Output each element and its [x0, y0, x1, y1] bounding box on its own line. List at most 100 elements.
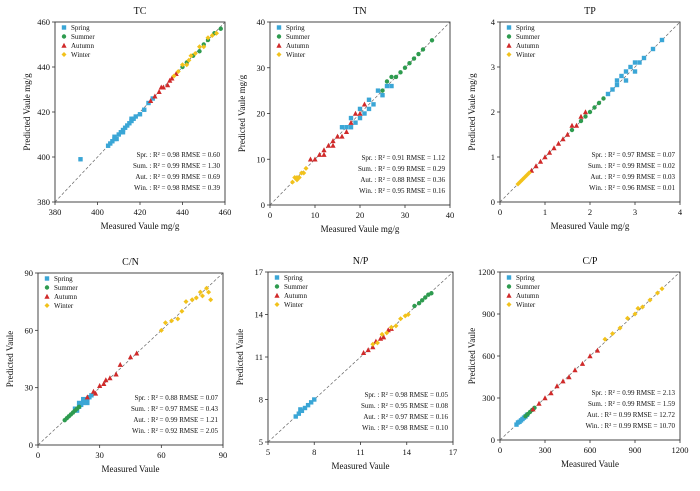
- data-point-spring: [339, 125, 345, 130]
- y-tick-label: 460: [37, 17, 50, 27]
- x-axis-label: Measured Vaule mg/g: [101, 221, 180, 231]
- data-point-winter: [199, 293, 205, 299]
- x-axis-label: Measured Vaule: [101, 464, 159, 474]
- data-point-summer: [429, 291, 434, 296]
- stats-block: Spr. : R² = 0.97 RMSE = 0.07 Sum. : R² = …: [588, 151, 676, 192]
- x-tick-label: 1200: [672, 445, 689, 455]
- series-winter: [290, 165, 309, 185]
- x-tick-label: 300: [539, 445, 552, 455]
- data-point-autumn: [569, 122, 575, 128]
- data-point-winter: [184, 62, 190, 68]
- data-point-winter: [374, 340, 380, 346]
- data-point-autumn: [542, 395, 548, 401]
- x-tick-label: 90: [219, 450, 228, 460]
- data-point-winter: [602, 336, 608, 342]
- data-point-winter: [632, 311, 638, 317]
- data-point-spring: [353, 120, 358, 125]
- data-point-spring: [637, 60, 642, 65]
- legend-marker-winter: [61, 52, 67, 57]
- data-point-autumn: [165, 82, 171, 88]
- data-point-spring: [293, 414, 298, 419]
- data-point-autumn: [158, 84, 164, 90]
- stats-line: Spr. : R² = 0.97 RMSE = 0.07: [591, 151, 675, 159]
- data-point-autumn: [537, 158, 544, 164]
- data-point-spring: [650, 46, 656, 52]
- series-spring: [78, 96, 155, 162]
- data-point-spring: [125, 123, 130, 128]
- data-point-spring: [150, 96, 155, 101]
- data-point-spring: [305, 402, 311, 408]
- y-tick-label: 30: [25, 383, 34, 393]
- data-point-winter: [204, 285, 210, 291]
- y-tick-label: 8: [259, 395, 263, 405]
- data-point-winter: [647, 297, 653, 303]
- data-point-spring: [122, 125, 128, 130]
- stats-line: Win. : R² = 0.96 RMSE = 0.01: [589, 184, 675, 192]
- stats-line: Sum. : R² = 0.99 RMSE = 0.29: [358, 165, 446, 173]
- series-summer: [523, 405, 537, 419]
- legend-label-autumn: Autumn: [286, 42, 309, 50]
- data-point-autumn: [348, 119, 354, 125]
- data-point-spring: [296, 411, 302, 416]
- stats-line: Sum. : R² = 0.99 RMSE = 0.02: [588, 162, 676, 170]
- legend-marker-spring: [274, 275, 280, 280]
- stats-line: Win. : R² = 0.98 RMSE = 0.39: [134, 184, 220, 192]
- legend-label-spring: Spring: [71, 24, 90, 32]
- x-tick-label: 380: [49, 207, 62, 217]
- legend-label-autumn: Autumn: [54, 293, 77, 301]
- chart-title: TP: [584, 6, 596, 17]
- data-point-autumn: [330, 138, 336, 144]
- data-point-summer: [429, 38, 435, 43]
- legend-marker-spring: [276, 25, 282, 30]
- data-point-autumn: [117, 361, 123, 367]
- legend-marker-autumn: [506, 292, 512, 298]
- chart-title: C/P: [582, 256, 597, 267]
- data-point-summer: [412, 303, 417, 309]
- data-point-summer: [416, 300, 422, 306]
- stats-line: Sum. : R² = 0.95 RMSE = 0.08: [361, 402, 449, 410]
- data-point-autumn: [365, 347, 371, 353]
- data-point-summer: [587, 109, 593, 115]
- data-point-winter: [179, 308, 185, 314]
- stats-line: Spr. : R² = 0.98 RMSE = 0.60: [136, 151, 220, 159]
- series-spring: [293, 397, 317, 419]
- data-point-summer: [389, 74, 394, 80]
- data-point-spring: [348, 125, 354, 130]
- data-point-autumn: [330, 142, 336, 148]
- legend-marker-summer: [276, 34, 282, 39]
- x-tick-label: 900: [629, 445, 642, 455]
- data-point-autumn: [530, 406, 536, 412]
- legend-label-summer: Summer: [71, 33, 95, 41]
- legend-marker-spring: [506, 25, 512, 30]
- data-point-autumn: [381, 334, 387, 340]
- data-point-winter: [379, 331, 385, 337]
- y-tick-label: 0: [29, 440, 33, 450]
- x-axis-label: Measured Vaule: [561, 459, 619, 469]
- data-point-autumn: [352, 110, 359, 116]
- data-point-spring: [619, 73, 624, 79]
- x-tick-label: 2: [588, 207, 592, 217]
- data-point-summer: [407, 60, 412, 66]
- data-point-winter: [405, 312, 411, 317]
- legend-marker-winter: [506, 302, 512, 307]
- legend-marker-winter: [274, 302, 280, 307]
- x-axis-label: Measured Vaule mg/g: [551, 221, 630, 231]
- data-point-spring: [298, 407, 303, 412]
- data-point-summer: [416, 51, 421, 57]
- legend-marker-summer: [506, 34, 512, 39]
- x-tick-label: 20: [356, 210, 365, 220]
- data-point-spring: [308, 400, 314, 405]
- data-point-spring: [605, 91, 611, 97]
- data-point-winter: [188, 53, 194, 59]
- series-winter: [515, 170, 532, 187]
- data-point-autumn: [169, 75, 175, 81]
- data-point-winter: [206, 289, 212, 295]
- x-tick-label: 0: [36, 450, 40, 460]
- data-point-spring: [632, 69, 638, 74]
- chart-title: C/N: [122, 257, 139, 268]
- data-point-autumn: [92, 390, 99, 396]
- data-point-winter: [659, 286, 665, 292]
- data-point-spring: [105, 143, 111, 148]
- stats-line: Sum. : R² = 0.99 RMSE = 1.59: [588, 400, 676, 408]
